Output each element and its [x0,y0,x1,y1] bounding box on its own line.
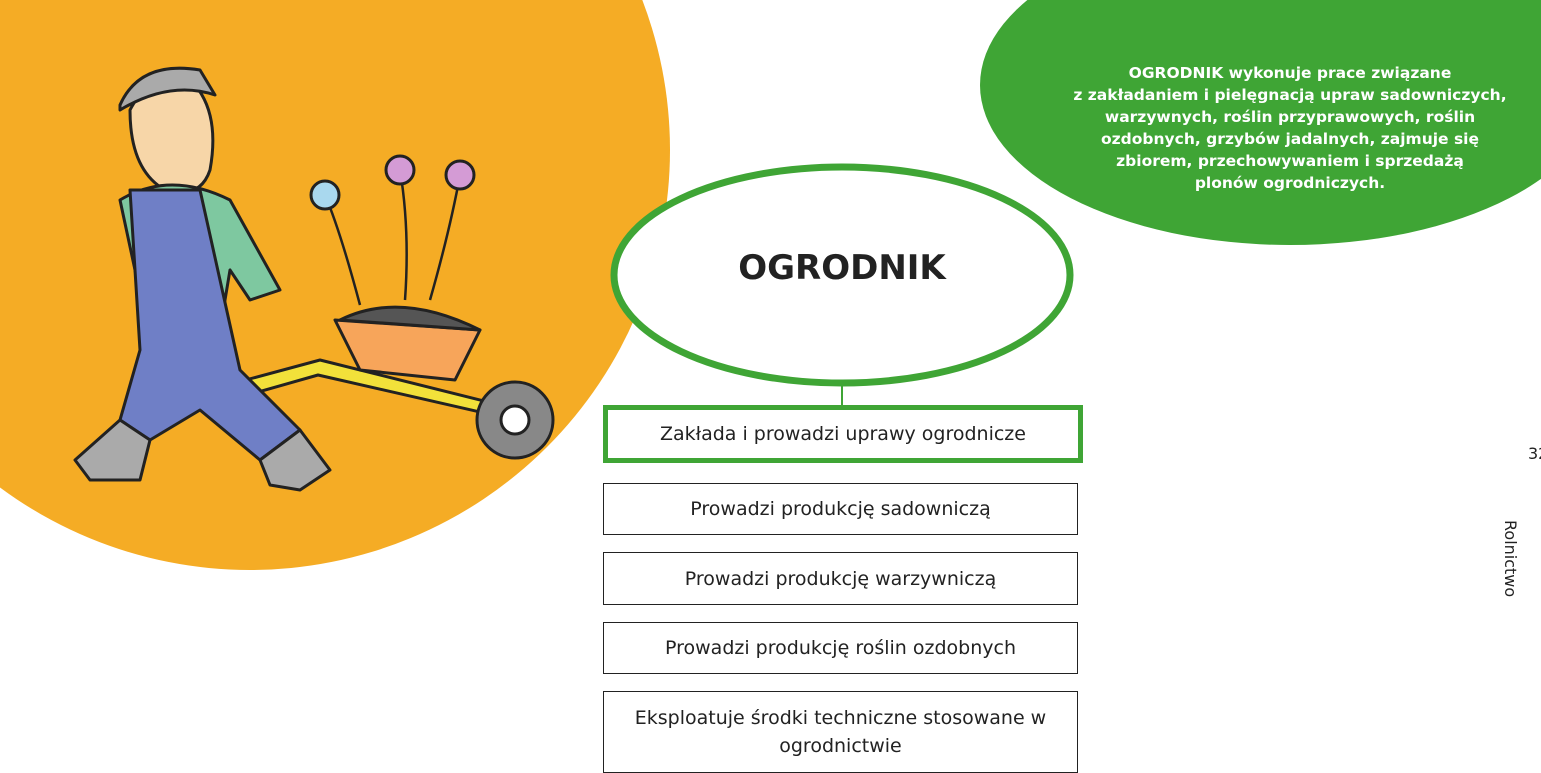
task-box: Eksploatuje środki techniczne stosowane … [603,691,1078,773]
section-label: Rolnictwo [1501,520,1520,597]
task-box: Prowadzi produkcję warzywniczą [603,552,1078,605]
page-number: 32 [1528,444,1541,463]
description-line: OGRODNIK wykonuje prace związane [1050,62,1530,84]
orange-circle [0,0,670,570]
task-box: Prowadzi produkcję roślin ozdobnych [603,622,1078,674]
page: OGRODNIK wykonuje prace związanez zakład… [0,0,1541,770]
description-line: warzywnych, roślin przyprawowych, roślin [1050,106,1530,128]
description-line: zbiorem, przechowywaniem i sprzedażą [1050,150,1530,172]
task-box: Zakłada i prowadzi uprawy ogrodnicze [603,405,1083,463]
description-line: plonów ogrodniczych. [1050,172,1530,194]
description-line: ozdobnych, grzybów jadalnych, zajmuje si… [1050,128,1530,150]
description-line: z zakładaniem i pielęgnacją upraw sadown… [1050,84,1530,106]
task-box: Prowadzi produkcję sadowniczą [603,483,1078,535]
title: OGRODNIK [640,248,1044,288]
